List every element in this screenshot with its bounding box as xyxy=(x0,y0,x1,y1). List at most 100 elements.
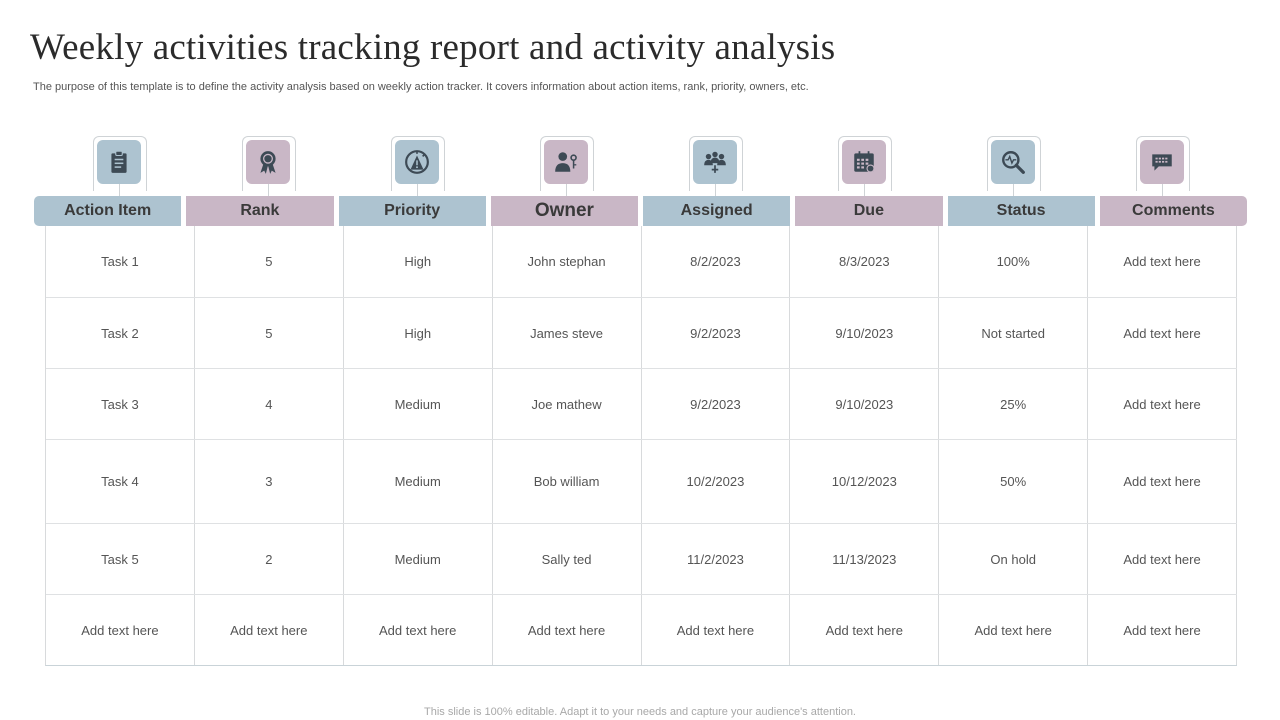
icon-frame xyxy=(391,136,446,191)
cell-assigned: 10/2/2023 xyxy=(642,440,791,523)
header-status: Status xyxy=(947,196,1095,226)
icon-connector xyxy=(566,184,568,196)
cell-comments: Add text here xyxy=(1088,440,1237,523)
cell-status: Add text here xyxy=(939,595,1089,665)
icon-slot-priority xyxy=(343,136,492,196)
page-subtitle: The purpose of this template is to defin… xyxy=(33,81,809,93)
activity-table: Task 1 5 High John stephan 8/2/2023 8/3/… xyxy=(45,226,1237,666)
icon-slot-assigned xyxy=(641,136,790,196)
cell-priority: High xyxy=(344,226,493,297)
cell-due: 10/12/2023 xyxy=(790,440,940,523)
cell-priority: Medium xyxy=(344,440,493,523)
chat-bubble-icon xyxy=(1139,140,1184,184)
icon-frame xyxy=(986,136,1041,191)
icon-connector xyxy=(119,184,121,196)
cell-assigned: 9/2/2023 xyxy=(642,298,791,368)
icon-frame xyxy=(1135,136,1190,191)
footer-note: This slide is 100% editable. Adapt it to… xyxy=(424,706,856,718)
cell-action-item: Task 3 xyxy=(46,369,195,439)
icon-frame xyxy=(93,136,148,191)
cell-status: 50% xyxy=(939,440,1089,523)
cell-action-item: Task 5 xyxy=(46,524,195,594)
icon-frame xyxy=(540,136,595,191)
cell-priority: Medium xyxy=(344,369,493,439)
cell-assigned: 9/2/2023 xyxy=(642,369,791,439)
cell-rank: 2 xyxy=(195,524,344,594)
cell-priority: High xyxy=(344,298,493,368)
header-comments: Comments xyxy=(1099,196,1247,226)
cell-due: 9/10/2023 xyxy=(790,369,940,439)
header-rank: Rank xyxy=(186,196,334,226)
cell-comments: Add text here xyxy=(1088,298,1237,368)
table-row: Task 4 3 Medium Bob william 10/2/2023 10… xyxy=(46,439,1237,523)
icon-slot-status xyxy=(938,136,1087,196)
cell-comments: Add text here xyxy=(1088,369,1237,439)
cell-rank: 4 xyxy=(195,369,344,439)
cell-owner: Add text here xyxy=(493,595,642,665)
cell-status: On hold xyxy=(939,524,1089,594)
cell-action-item: Task 4 xyxy=(46,440,195,523)
award-ribbon-icon xyxy=(246,140,291,184)
cell-comments: Add text here xyxy=(1088,595,1237,665)
person-key-icon xyxy=(544,140,589,184)
cell-due: 8/3/2023 xyxy=(790,226,940,297)
cell-status: 100% xyxy=(939,226,1089,297)
table-header-row: Action Item Rank Priority Owner Assigned… xyxy=(34,196,1247,226)
page-title: Weekly activities tracking report and ac… xyxy=(30,27,836,68)
table-row: Task 3 4 Medium Joe mathew 9/2/2023 9/10… xyxy=(46,368,1237,439)
icon-slot-owner xyxy=(492,136,641,196)
header-priority: Priority xyxy=(338,196,486,226)
table-row: Task 1 5 High John stephan 8/2/2023 8/3/… xyxy=(46,226,1237,297)
header-owner: Owner xyxy=(490,196,638,226)
cell-status: 25% xyxy=(939,369,1089,439)
column-icon-row xyxy=(45,136,1236,196)
header-due: Due xyxy=(795,196,943,226)
table-row: Add text here Add text here Add text her… xyxy=(46,594,1237,665)
icon-frame xyxy=(837,136,892,191)
cell-owner: Bob william xyxy=(493,440,642,523)
cell-status: Not started xyxy=(939,298,1089,368)
table-row: Task 2 5 High James steve 9/2/2023 9/10/… xyxy=(46,297,1237,368)
icon-slot-comments xyxy=(1087,136,1236,196)
cell-due: Add text here xyxy=(790,595,940,665)
icon-connector xyxy=(268,184,270,196)
cell-rank: 5 xyxy=(195,226,344,297)
cell-owner: James steve xyxy=(493,298,642,368)
icon-frame xyxy=(688,136,743,191)
cell-owner: Sally ted xyxy=(493,524,642,594)
magnifier-pulse-icon xyxy=(990,140,1035,184)
calendar-icon xyxy=(841,140,886,184)
cell-owner: John stephan xyxy=(493,226,642,297)
cell-priority: Add text here xyxy=(344,595,493,665)
cell-owner: Joe mathew xyxy=(493,369,642,439)
cell-comments: Add text here xyxy=(1088,524,1237,594)
gauge-warning-icon xyxy=(395,140,440,184)
cell-priority: Medium xyxy=(344,524,493,594)
cell-rank: 5 xyxy=(195,298,344,368)
header-assigned: Assigned xyxy=(643,196,791,226)
cell-assigned: Add text here xyxy=(642,595,791,665)
cell-assigned: 8/2/2023 xyxy=(642,226,791,297)
cell-rank: 3 xyxy=(195,440,344,523)
cell-due: 11/13/2023 xyxy=(790,524,940,594)
cell-due: 9/10/2023 xyxy=(790,298,940,368)
icon-connector xyxy=(1012,184,1014,196)
icon-frame xyxy=(242,136,297,191)
cell-action-item: Add text here xyxy=(46,595,195,665)
cell-action-item: Task 1 xyxy=(46,226,195,297)
table-row: Task 5 2 Medium Sally ted 11/2/2023 11/1… xyxy=(46,523,1237,594)
header-action-item: Action Item xyxy=(34,196,182,226)
icon-slot-due xyxy=(789,136,938,196)
icon-connector xyxy=(1161,184,1163,196)
cell-comments: Add text here xyxy=(1088,226,1237,297)
icon-connector xyxy=(714,184,716,196)
icon-connector xyxy=(417,184,419,196)
cell-action-item: Task 2 xyxy=(46,298,195,368)
team-icon xyxy=(692,140,737,184)
cell-rank: Add text here xyxy=(195,595,344,665)
icon-slot-rank xyxy=(194,136,343,196)
clipboard-icon xyxy=(97,140,142,184)
cell-assigned: 11/2/2023 xyxy=(642,524,791,594)
icon-slot-action-item xyxy=(45,136,194,196)
icon-connector xyxy=(863,184,865,196)
